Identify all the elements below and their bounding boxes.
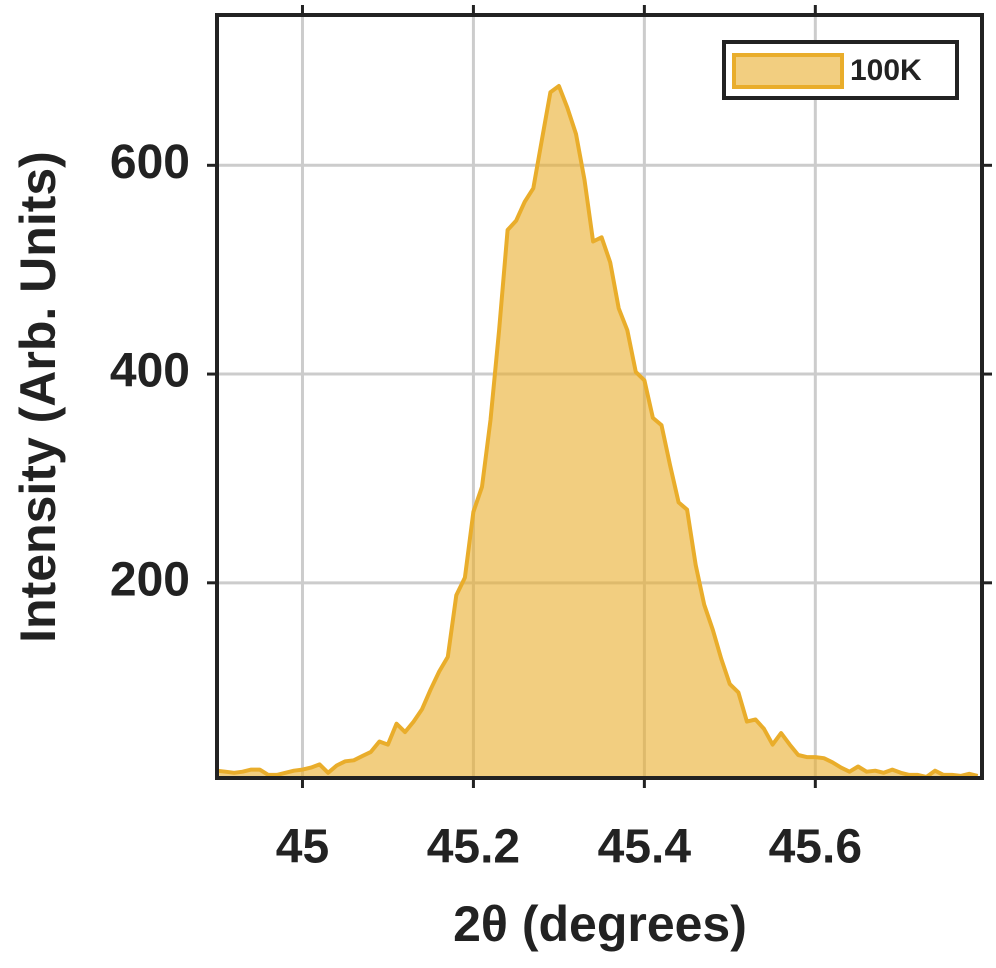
x-tick-label: 45.6 bbox=[769, 821, 862, 874]
x-axis-label: 2θ (degrees) bbox=[453, 896, 747, 952]
y-axis-label: Intensity (Arb. Units) bbox=[10, 151, 66, 643]
area-fill bbox=[217, 86, 978, 778]
legend-swatch bbox=[732, 53, 844, 89]
y-tick-label: 400 bbox=[110, 345, 190, 398]
x-tick-label: 45 bbox=[276, 821, 329, 874]
legend-label: 100K bbox=[850, 54, 922, 87]
line bbox=[216, 84, 979, 779]
plot-frame bbox=[215, 13, 984, 780]
x-tick-label: 45.2 bbox=[427, 821, 520, 874]
x-tick-label: 45.4 bbox=[598, 821, 692, 874]
y-tick-label: 200 bbox=[110, 553, 190, 606]
y-tick-label: 600 bbox=[110, 136, 190, 189]
